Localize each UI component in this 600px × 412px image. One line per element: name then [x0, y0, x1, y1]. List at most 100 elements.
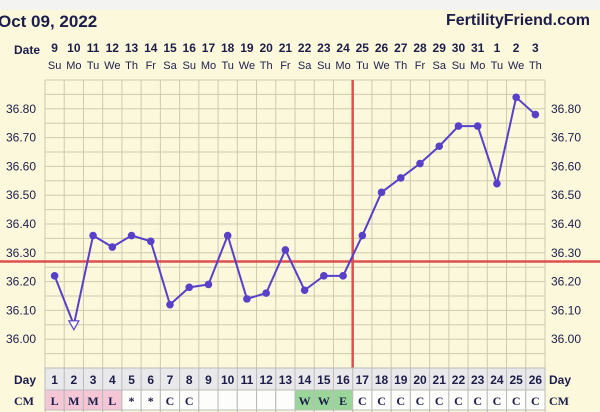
weekday-label: Su	[317, 60, 330, 72]
discarded-temp-point	[67, 320, 80, 332]
cm-value: *	[129, 394, 135, 408]
temp-point	[243, 295, 251, 303]
cm-value: *	[148, 394, 154, 408]
weekday-label: Tu	[356, 60, 368, 72]
cm-cell	[275, 389, 296, 411]
cm-value: L	[51, 394, 59, 408]
date-label: 3	[532, 41, 539, 55]
y-tick-label-right: 36.20	[551, 275, 581, 289]
day-number: 6	[147, 373, 154, 387]
temp-point	[223, 231, 232, 240]
date-label: 21	[279, 41, 293, 55]
day-number: 10	[221, 373, 235, 387]
day-number: 18	[375, 373, 389, 387]
weekday-label: Mo	[66, 60, 81, 72]
weekday-label: Mo	[201, 60, 216, 72]
date-row-label: Date	[14, 43, 41, 57]
weekday-label: Th	[394, 60, 407, 72]
weekday-label: Tu	[491, 60, 503, 72]
temp-point	[416, 159, 424, 168]
day-number: 2	[71, 373, 78, 387]
weekday-label: We	[508, 60, 524, 72]
day-number: 23	[471, 373, 485, 387]
day-number: 15	[317, 373, 331, 387]
cm-cell	[198, 389, 219, 411]
y-tick-label-left: 36.50	[6, 188, 36, 202]
y-tick-label-left: 36.10	[6, 303, 36, 317]
chart-panel	[0, 10, 600, 412]
temp-point	[339, 272, 347, 280]
date-label: 24	[336, 41, 350, 55]
date-label: 14	[144, 41, 158, 55]
temp-point	[396, 174, 405, 182]
date-label: 23	[317, 41, 331, 55]
day-number: 12	[259, 373, 273, 387]
day-number: 11	[241, 373, 254, 387]
y-tick-label-left: 36.60	[6, 159, 36, 173]
temp-point	[512, 93, 520, 102]
temp-point	[127, 231, 136, 240]
temp-point	[358, 231, 367, 240]
cm-row-label: CM	[14, 394, 34, 408]
date-label: 19	[240, 41, 254, 55]
cm-cell	[236, 389, 258, 411]
weekday-label: Fr	[146, 60, 157, 72]
y-tick-label-left: 36.40	[6, 217, 36, 231]
date-label: 12	[106, 41, 120, 55]
y-tick-label-left: 36.00	[6, 332, 36, 346]
cm-value: W	[318, 394, 330, 408]
cm-value: E	[339, 394, 347, 408]
weekday-label: We	[104, 60, 120, 72]
brand-link[interactable]: FertilityFriend.com	[445, 12, 590, 29]
y-tick-label-right: 36.80	[551, 102, 581, 116]
temp-point	[185, 283, 194, 292]
cm-cell	[525, 389, 546, 411]
day-number: 26	[529, 373, 543, 387]
weekday-label: Su	[48, 60, 61, 72]
day-number: 7	[167, 373, 174, 387]
cm-value: W	[299, 394, 311, 408]
day-number: 13	[279, 373, 293, 387]
cm-value: C	[493, 394, 502, 408]
cm-row-label-right: CM	[549, 394, 569, 408]
day-number: 8	[186, 373, 193, 387]
date-label: 13	[125, 41, 139, 55]
date-label: 11	[87, 41, 100, 55]
weekday-label: We	[239, 60, 255, 72]
temp-point	[377, 188, 386, 197]
day-number: 24	[490, 373, 504, 387]
date-label: 1	[494, 41, 501, 55]
cm-value: C	[377, 394, 386, 408]
day-number: 16	[336, 373, 350, 387]
y-tick-label-left: 36.30	[6, 246, 36, 260]
weekday-label: Sa	[432, 60, 446, 72]
y-tick-label-right: 36.70	[551, 131, 581, 145]
day-number: 3	[90, 373, 97, 387]
date-label: 15	[163, 41, 177, 55]
date-label: 20	[259, 41, 273, 55]
temp-point	[50, 272, 59, 280]
date-label: 16	[183, 41, 197, 55]
temp-point	[473, 122, 482, 130]
cm-value: C	[166, 394, 175, 408]
day-number: 21	[433, 373, 447, 387]
cm-value: C	[435, 394, 444, 408]
y-tick-label-left: 36.70	[6, 131, 36, 145]
y-tick-label-right: 36.50	[551, 188, 581, 202]
y-tick-label-right: 36.10	[551, 303, 581, 317]
cm-value: M	[87, 394, 98, 408]
date-label: 26	[375, 41, 389, 55]
date-label: 10	[67, 41, 81, 55]
temp-point	[320, 272, 328, 280]
day-number: 5	[128, 373, 135, 387]
weekday-label: Fr	[280, 60, 291, 72]
temp-point	[493, 179, 501, 188]
y-tick-label-right: 36.40	[551, 217, 581, 231]
cm-value: C	[416, 394, 425, 408]
temp-point	[262, 289, 270, 297]
weekday-label: Tu	[87, 60, 99, 72]
temp-point	[300, 286, 309, 295]
cm-value: C	[512, 394, 521, 408]
temp-point	[435, 142, 444, 151]
y-tick-label-right: 36.60	[551, 159, 581, 173]
